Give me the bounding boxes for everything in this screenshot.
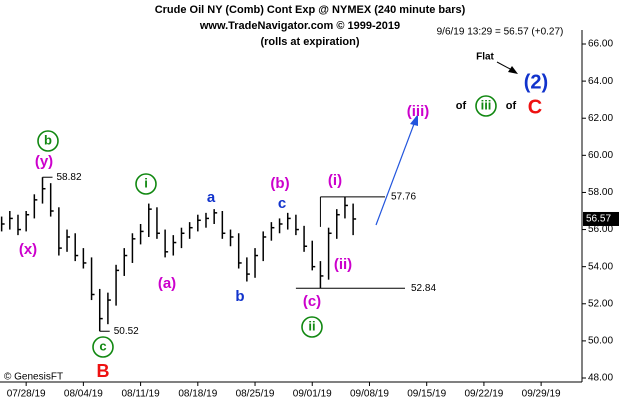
- level-label: 57.76: [391, 192, 416, 203]
- y-tick-label: 48.00: [588, 373, 613, 384]
- x-tick-label: 08/11/19: [122, 389, 161, 400]
- wave-label: B: [97, 361, 110, 381]
- wave-circle: [92, 336, 114, 358]
- x-tick-label: 08/04/19: [64, 389, 103, 400]
- x-tick-label: 09/08/19: [350, 389, 389, 400]
- wave-label: b: [235, 288, 244, 305]
- price-label: 58.82: [57, 172, 82, 183]
- wave-label: c: [278, 195, 286, 212]
- quote: 9/6/19 13:29 = 56.57 (+0.27): [437, 27, 564, 38]
- y-tick-label: 66.00: [588, 39, 613, 50]
- wave-label: of: [506, 100, 517, 112]
- x-tick-label: 08/18/19: [178, 389, 217, 400]
- wave-label: i: [144, 175, 148, 190]
- arrow-head: [508, 66, 518, 74]
- y-tick-label: 52.00: [588, 298, 613, 309]
- wave-label: (ii): [334, 256, 352, 273]
- credit: © GenesisFT: [4, 372, 63, 383]
- wave-circle: [135, 173, 157, 195]
- wave-label: b: [44, 132, 52, 147]
- level-label: 52.84: [411, 283, 436, 294]
- last-price-box: [583, 211, 619, 226]
- chart-note: (rolls at expiration): [260, 36, 359, 48]
- y-tick-label: 64.00: [588, 76, 613, 87]
- x-tick-label: 09/01/19: [293, 389, 332, 400]
- wave-label: of: [456, 100, 467, 112]
- wave-label: (b): [270, 175, 289, 192]
- wave-label: c: [99, 338, 106, 353]
- wave-label: (i): [328, 172, 342, 189]
- y-tick-label: 62.00: [588, 113, 613, 124]
- y-tick-label: 50.00: [588, 336, 613, 347]
- x-tick-label: 09/29/19: [522, 389, 561, 400]
- y-tick-label: 54.00: [588, 261, 613, 272]
- arrow-head: [410, 114, 418, 126]
- wave-label: (y): [35, 153, 53, 170]
- wave-label: (c): [303, 293, 321, 310]
- wave-label: a: [207, 189, 216, 206]
- wave-label: (x): [19, 241, 37, 258]
- wave-label: (a): [158, 275, 176, 292]
- chart-title: Crude Oil NY (Comb) Cont Exp @ NYMEX (24…: [155, 4, 466, 16]
- projection-arrow: [375, 123, 415, 226]
- wave-label: (iii): [407, 103, 430, 120]
- wave-label: iii: [481, 97, 492, 112]
- y-tick-label: 58.00: [588, 187, 613, 198]
- wave-label: ii: [308, 318, 315, 333]
- x-tick-label: 07/28/19: [7, 389, 46, 400]
- y-tick-label: 56.00: [588, 224, 613, 235]
- x-tick-label: 09/22/19: [464, 389, 503, 400]
- wave-label: Flat: [476, 52, 494, 63]
- flat-arrow: [496, 61, 513, 71]
- wave-label: C: [528, 96, 542, 118]
- price-label: 50.52: [114, 326, 139, 337]
- wave-circle: [475, 95, 497, 117]
- y-tick-label: 60.00: [588, 150, 613, 161]
- last-price: 56.57: [586, 214, 611, 225]
- chart-subtitle: www.TradeNavigator.com © 1999-2019: [199, 20, 400, 32]
- x-tick-label: 09/15/19: [407, 389, 446, 400]
- wave-circle: [301, 316, 323, 338]
- wave-label: (2): [524, 71, 548, 93]
- wave-circle: [37, 130, 59, 152]
- x-tick-label: 08/25/19: [236, 389, 275, 400]
